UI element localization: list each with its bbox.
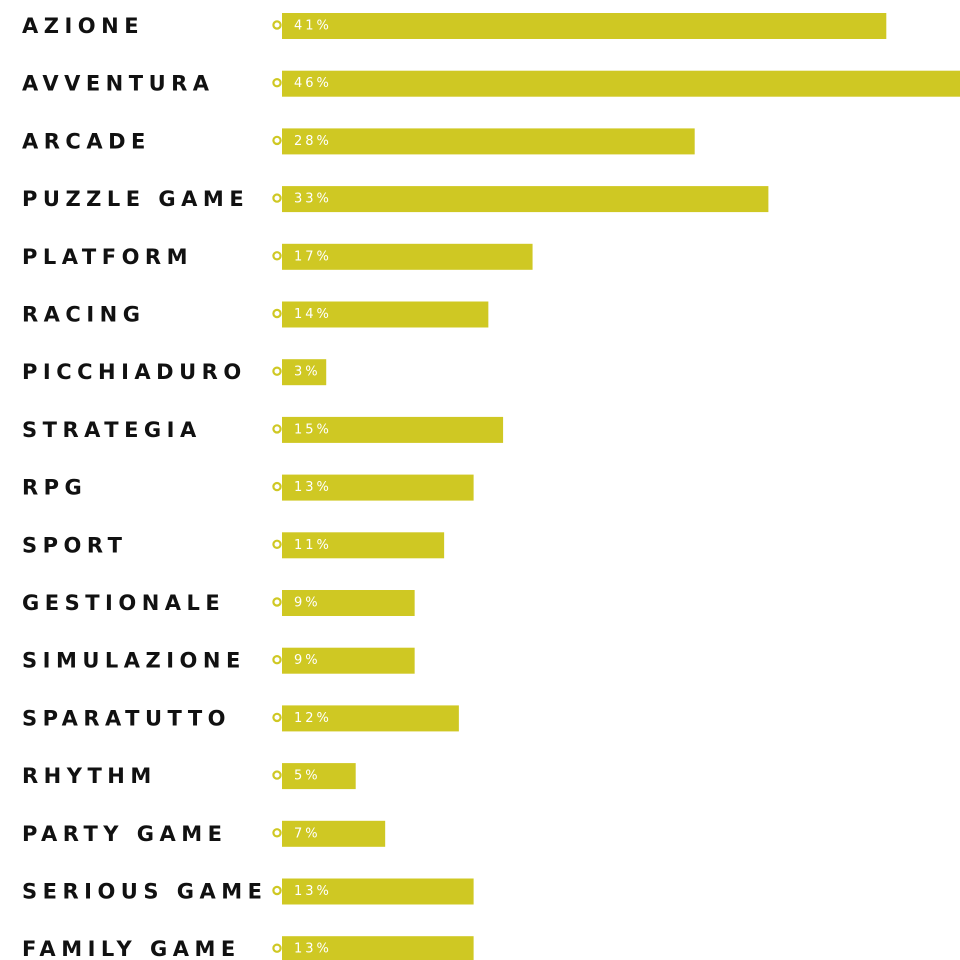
category-label: SPORT bbox=[22, 533, 127, 557]
value-label: 13% bbox=[294, 884, 332, 899]
bar-row: SPORT 11% bbox=[22, 532, 445, 559]
category-label: PARTY GAME bbox=[22, 822, 228, 846]
category-label: PICCHIADURO bbox=[22, 360, 247, 384]
category-label: RHYTHM bbox=[22, 764, 157, 788]
category-label: SIMULAZIONE bbox=[22, 649, 246, 673]
bar bbox=[282, 878, 474, 905]
bar-row: RPG 13% bbox=[22, 474, 474, 501]
value-label: 15% bbox=[294, 422, 332, 437]
bar-marker-icon bbox=[272, 77, 282, 88]
bar-marker-icon bbox=[272, 539, 282, 550]
bar-marker-icon bbox=[272, 885, 282, 896]
bar-marker-icon bbox=[272, 135, 282, 146]
bar-marker-icon bbox=[272, 424, 282, 434]
bar-row: PARTY GAME 7% bbox=[22, 820, 386, 847]
bar bbox=[282, 128, 695, 155]
bar-marker-icon bbox=[272, 943, 282, 953]
bar-marker-icon bbox=[272, 655, 282, 665]
value-label: 3% bbox=[294, 365, 321, 380]
value-label: 12% bbox=[294, 711, 332, 726]
bar-marker-icon bbox=[272, 712, 282, 723]
category-label: SERIOUS GAME bbox=[22, 880, 268, 904]
bar-marker-icon bbox=[272, 366, 282, 376]
category-label: AVVENTURA bbox=[22, 72, 215, 96]
bar-marker-icon bbox=[272, 20, 282, 30]
value-label: 9% bbox=[294, 653, 321, 668]
bar-row: AZIONE 41% bbox=[22, 13, 887, 39]
bar-row: PICCHIADURO 3% bbox=[22, 359, 327, 386]
bar bbox=[282, 647, 415, 674]
bar bbox=[282, 243, 533, 270]
bar bbox=[282, 763, 356, 790]
category-label: SPARATUTTO bbox=[22, 706, 231, 730]
bar-marker-icon bbox=[272, 770, 282, 780]
bar bbox=[282, 186, 769, 213]
category-label: GESTIONALE bbox=[22, 591, 225, 615]
bar bbox=[282, 474, 474, 501]
value-label: 33% bbox=[294, 192, 332, 207]
bar-row: STRATEGIA 15% bbox=[22, 416, 504, 443]
bar-row: GESTIONALE 9% bbox=[22, 590, 415, 616]
value-label: 14% bbox=[294, 307, 332, 322]
bar-marker-icon bbox=[272, 828, 282, 838]
bar bbox=[282, 532, 445, 559]
category-label: PLATFORM bbox=[22, 245, 193, 269]
category-label: PUZZLE GAME bbox=[22, 187, 249, 211]
bar-marker-icon bbox=[272, 481, 282, 492]
value-label: 13% bbox=[294, 942, 332, 957]
bar-marker-icon bbox=[272, 597, 282, 607]
bar bbox=[282, 359, 327, 386]
bar bbox=[282, 936, 474, 960]
bar-row: RHYTHM 5% bbox=[22, 763, 356, 790]
value-label: 9% bbox=[294, 596, 321, 611]
bar-row: AVVENTURA 46% bbox=[22, 70, 960, 97]
bar-row: SIMULAZIONE 9% bbox=[22, 647, 415, 674]
bar-marker-icon bbox=[272, 251, 282, 261]
value-label: 28% bbox=[294, 134, 332, 149]
bar bbox=[282, 590, 415, 616]
bar bbox=[282, 820, 386, 847]
value-label: 11% bbox=[294, 538, 332, 553]
category-label: RACING bbox=[22, 303, 145, 327]
bar-row: PLATFORM 17% bbox=[22, 243, 533, 270]
bar bbox=[282, 70, 960, 97]
bar bbox=[282, 705, 459, 732]
bar-marker-icon bbox=[272, 193, 282, 203]
bar-row: FAMILY GAME 13% bbox=[22, 936, 474, 960]
category-label: RPG bbox=[22, 476, 87, 500]
bar-row: PUZZLE GAME 33% bbox=[22, 186, 769, 213]
bar bbox=[282, 13, 887, 39]
bar-row: SERIOUS GAME 13% bbox=[22, 878, 474, 905]
value-label: 7% bbox=[294, 826, 321, 841]
category-label: AZIONE bbox=[22, 14, 144, 38]
bar-row: ARCADE 28% bbox=[22, 128, 695, 155]
value-label: 46% bbox=[294, 76, 332, 91]
value-label: 5% bbox=[294, 769, 321, 784]
value-label: 13% bbox=[294, 480, 332, 495]
category-label: FAMILY GAME bbox=[22, 937, 241, 960]
bar bbox=[282, 301, 489, 328]
value-label: 41% bbox=[294, 19, 332, 34]
category-label: STRATEGIA bbox=[22, 418, 202, 442]
value-label: 17% bbox=[294, 249, 332, 264]
category-label: ARCADE bbox=[22, 129, 151, 153]
bar bbox=[282, 416, 504, 443]
bar-marker-icon bbox=[272, 308, 282, 319]
bar-row: RACING 14% bbox=[22, 301, 489, 328]
bar-row: SPARATUTTO 12% bbox=[22, 705, 459, 732]
